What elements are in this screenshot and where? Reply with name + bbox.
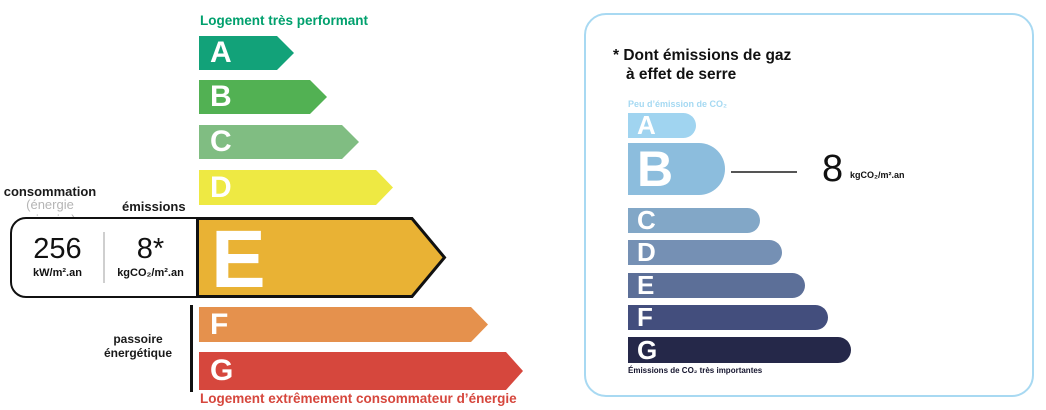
energy-class-arrow-f: F [199,307,488,342]
ges-high-emission-label: Émissions de CO₂ très importantes [628,366,763,375]
energy-sieve-bracket-line [190,305,193,392]
energy-class-letter-a: A [210,36,232,69]
consumption-label: consommation [3,184,97,199]
emissions-value: 8* [136,233,165,265]
energy-sieve-label-line1: passoire [113,332,163,346]
ges-class-bar-a: A [628,110,696,140]
ges-panel-title-line1: * Dont émissions de gaz [613,47,792,64]
ges-class-letter-a: A [637,110,656,140]
ges-class-bar-b: B [628,141,725,197]
ges-class-bar-e: E [628,270,805,300]
emissions-unit: kgCO₂/m².an [117,267,184,279]
energy-class-letter-g: G [210,354,234,387]
emissions-label: émissions [122,199,186,214]
ges-class-letter-f: F [637,302,653,332]
emissions-value-cell: 8* kgCO₂/m².an [105,219,196,296]
ges-class-letter-b: B [637,141,674,197]
ges-class-letter-g: G [637,334,658,365]
energy-class-arrow-c: C [199,125,359,159]
energy-class-arrow-g: G [199,352,523,390]
ges-class-bar-c: C [628,205,760,235]
energy-class-arrow-e [196,217,447,298]
consumption-value-cell: 256 kW/m².an [12,219,103,296]
dpe-value-box: 256 kW/m².an 8* kgCO₂/m².an [10,217,198,298]
energy-sieve-label-line2: énergétique [103,345,172,360]
ges-panel-title: * Dont émissions de gaz à effet de serre [613,46,791,84]
energy-sieve-label: passoire énergétique [100,332,176,360]
ges-class-bar-f: F [628,302,828,332]
energy-class-letter-f: F [210,307,229,341]
energy-class-arrow-d: D [199,170,393,205]
energy-class-letter-b: B [210,80,232,113]
best-performance-label: Logement très performant [200,13,369,28]
ges-panel-title-line2: à effet de serre [626,66,737,83]
energy-class-letter-d: D [210,170,232,204]
ges-value-unit: kgCO₂/m².an [850,170,905,180]
ges-value-callout-line [731,171,797,173]
worst-performance-label: Logement extrêmement consommateur d’éner… [200,391,517,406]
ges-value: 8 [822,148,844,190]
energy-class-arrow-a: A [199,36,294,70]
value-box-divider [103,232,105,283]
ges-class-bar-d: D [628,237,782,267]
consumption-unit: kW/m².an [33,267,82,279]
ges-class-letter-e: E [637,270,655,300]
ges-class-bar-g: G [628,334,851,365]
ges-class-letter-d: D [637,237,656,267]
ges-class-letter-c: C [637,205,656,235]
consumption-value: 256 [33,233,82,265]
energy-class-letter-c: C [210,125,232,158]
energy-class-arrow-b: B [199,80,327,114]
ges-panel-border [584,13,1034,397]
ges-low-emission-label: Peu d’émission de CO₂ [628,99,728,109]
energy-class-letter-e: E [211,214,266,305]
